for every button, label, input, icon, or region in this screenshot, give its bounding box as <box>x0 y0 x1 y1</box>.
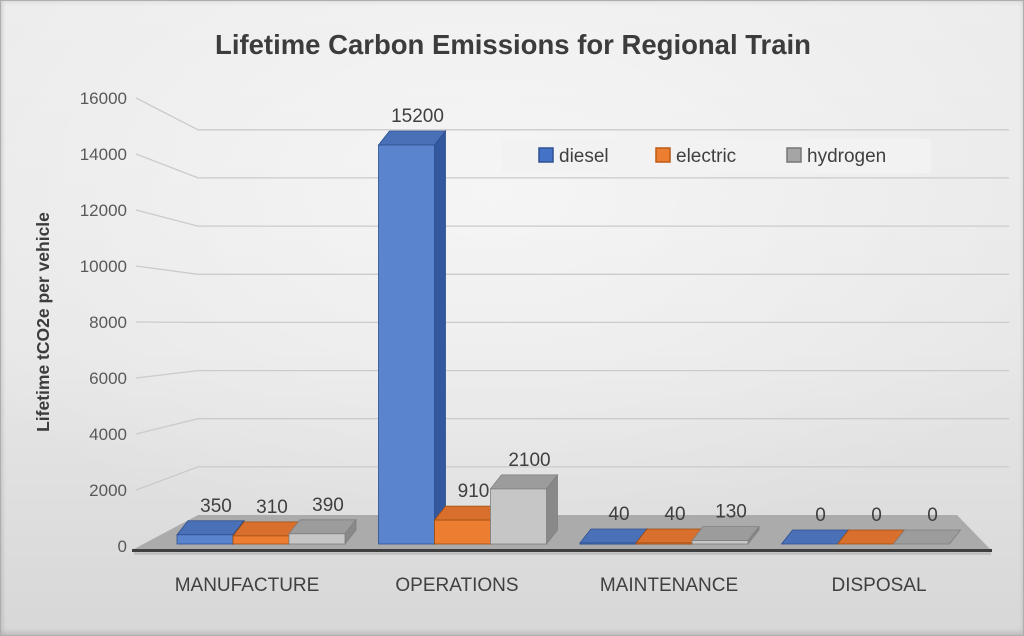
y-axis-tick-labels: 0 2000 4000 6000 8000 10000 12000 14000 16000 <box>80 89 127 556</box>
data-label-hydrogen-operations: 2100 <box>508 450 550 471</box>
ytick-label-2000: 2000 <box>89 481 127 500</box>
bar-front-face <box>434 519 491 545</box>
legend-label-electric: electric <box>676 146 736 167</box>
bar-front-face <box>691 540 749 545</box>
category-label-disposal: DISPOSAL <box>831 575 926 596</box>
bar-top-face <box>780 529 850 545</box>
bar-hydrogen-manufacture <box>288 518 357 546</box>
ytick-label-16000: 16000 <box>80 89 127 108</box>
legend-background <box>501 139 931 173</box>
ytick-label-10000: 10000 <box>80 257 127 276</box>
bar-hydrogen-disposal <box>892 529 962 545</box>
ytick-label-8000: 8000 <box>89 313 127 332</box>
data-label-electric-maintenance: 40 <box>664 504 685 525</box>
gridline-12000 <box>135 209 1009 227</box>
bar-diesel-manufacture <box>176 519 245 546</box>
data-label-diesel-operations: 15200 <box>391 106 444 127</box>
bars <box>176 129 962 546</box>
x-axis-category-labels: MANUFACTURE OPERATIONS MAINTENANCE DISPOSAL <box>175 575 927 596</box>
data-label-hydrogen-maintenance: 130 <box>715 502 747 523</box>
ytick-label-14000: 14000 <box>80 145 127 164</box>
bar-front-face <box>490 488 547 545</box>
bar-front-face <box>232 535 290 545</box>
legend: diesel electric hydrogen <box>501 139 931 173</box>
category-label-operations: OPERATIONS <box>395 575 518 596</box>
data-label-diesel-disposal: 0 <box>815 505 826 526</box>
data-label-hydrogen-manufacture: 390 <box>312 495 344 516</box>
bar-top-face <box>892 529 962 545</box>
bar-top-face <box>691 526 760 541</box>
bar-top-face <box>579 528 648 544</box>
data-label-hydrogen-disposal: 0 <box>927 505 938 526</box>
category-label-maintenance: MAINTENANCE <box>600 575 738 596</box>
legend-swatch-diesel <box>538 147 554 163</box>
bar-diesel-operations <box>377 129 447 546</box>
data-labels: 350 310 390 15200 910 2100 40 40 130 0 0 0 <box>200 106 938 526</box>
ytick-label-0: 0 <box>118 537 127 556</box>
bar-top-face <box>377 130 447 146</box>
data-label-diesel-maintenance: 40 <box>608 504 629 525</box>
chart-title: Lifetime Carbon Emissions for Regional T… <box>215 29 811 60</box>
bar-hydrogen-operations <box>489 473 559 546</box>
bar-front-face <box>378 144 435 545</box>
legend-label-diesel: diesel <box>559 146 609 167</box>
bar-diesel-disposal <box>780 529 850 545</box>
bar-front-face <box>176 534 234 545</box>
bar-front-face <box>635 542 693 545</box>
gridline-14000 <box>135 153 1009 179</box>
data-label-electric-disposal: 0 <box>871 505 882 526</box>
y-axis-title: Lifetime tCO2e per vehicle <box>33 212 53 432</box>
legend-item-electric: electric <box>655 146 736 167</box>
bar-top-face <box>176 520 245 536</box>
gridline-10000 <box>135 265 1009 275</box>
category-label-manufacture: MANUFACTURE <box>175 575 320 596</box>
gridline-16000 <box>135 97 1009 131</box>
legend-item-hydrogen: hydrogen <box>786 146 886 167</box>
data-label-diesel-manufacture: 350 <box>200 496 232 517</box>
bar-top-face <box>836 529 906 545</box>
legend-swatch-hydrogen <box>786 147 802 163</box>
bar-hydrogen-maintenance <box>691 525 760 546</box>
ytick-label-6000: 6000 <box>89 369 127 388</box>
bar-top-face <box>288 519 357 535</box>
gridlines <box>135 97 1009 491</box>
data-label-electric-manufacture: 310 <box>256 497 288 518</box>
bar-electric-disposal <box>836 529 906 545</box>
bar-front-face <box>579 542 637 545</box>
data-label-electric-operations: 910 <box>458 481 490 502</box>
legend-item-diesel: diesel <box>538 146 609 167</box>
legend-label-hydrogen: hydrogen <box>807 146 886 167</box>
bar-side-face <box>434 129 446 546</box>
legend-swatch-electric <box>655 147 671 163</box>
gridline-6000 <box>135 369 1009 379</box>
gridline-4000 <box>135 418 1009 435</box>
ytick-label-12000: 12000 <box>80 201 127 220</box>
gridline-2000 <box>135 466 1009 491</box>
ytick-label-4000: 4000 <box>89 425 127 444</box>
bar-front-face <box>288 533 346 545</box>
bar-top-face <box>489 474 559 490</box>
